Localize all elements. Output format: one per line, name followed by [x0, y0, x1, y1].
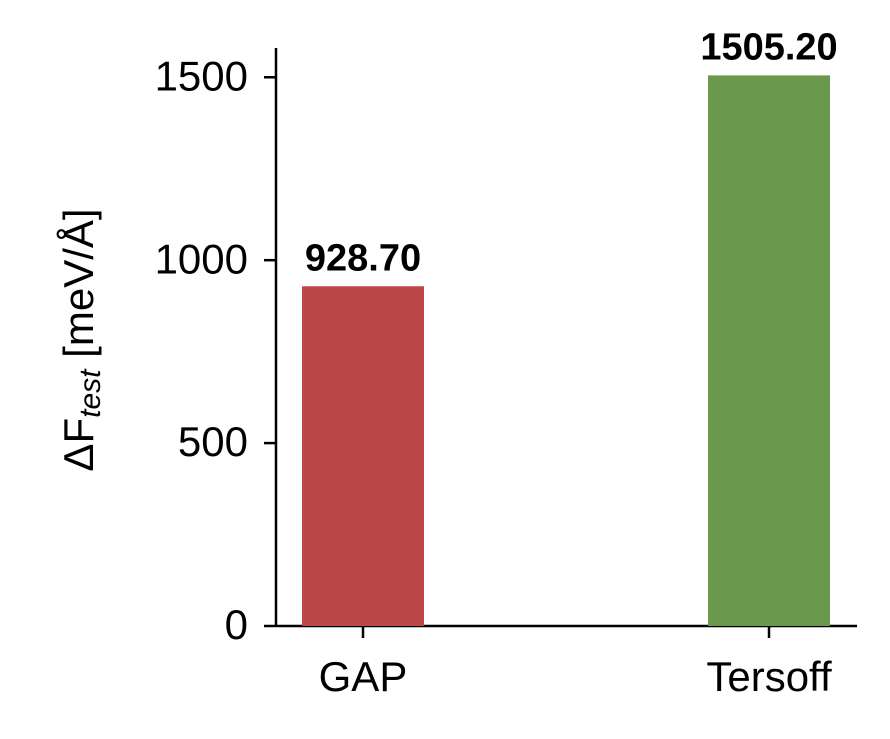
y-tick-label: 1000 — [155, 235, 248, 282]
y-tick-label: 500 — [178, 418, 248, 465]
y-tick-label: 0 — [225, 601, 248, 648]
y-label-subscript: test — [74, 368, 107, 418]
bar — [302, 286, 424, 626]
y-label-main: ΔF — [55, 418, 102, 472]
bar — [708, 75, 830, 627]
y-tick-label: 1500 — [155, 52, 248, 99]
x-tick-label: GAP — [319, 653, 408, 700]
value-label: 1505.20 — [700, 26, 837, 68]
y-axis-label: ΔFtest [meV/Å] — [55, 208, 107, 471]
y-label-unit: [meV/Å] — [55, 208, 102, 357]
value-label: 928.70 — [305, 237, 421, 279]
x-tick-label: Tersoff — [706, 653, 832, 700]
